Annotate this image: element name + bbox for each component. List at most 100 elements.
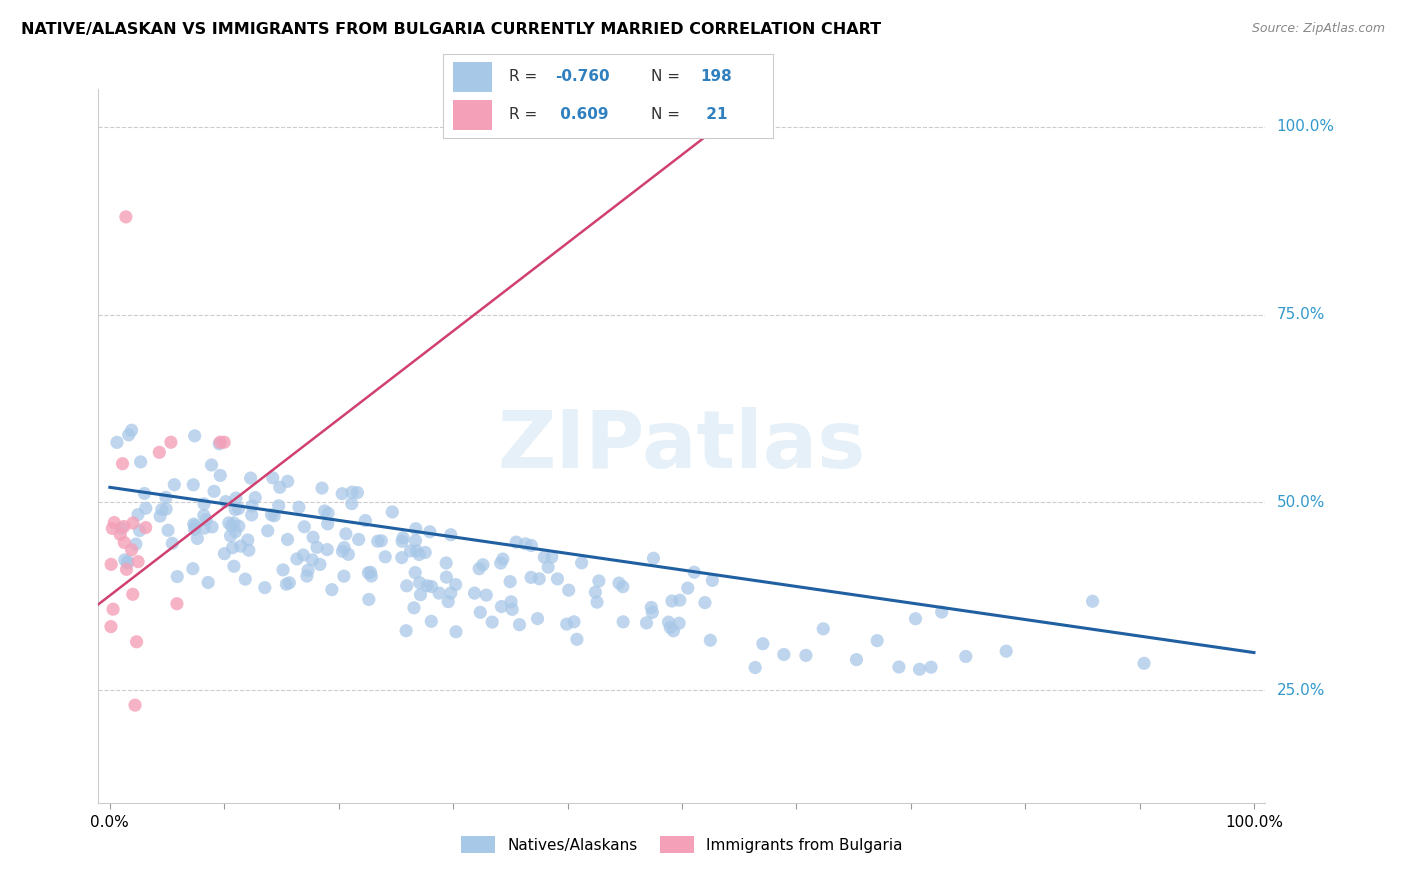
Point [292,548,315,562]
Point [166,597,188,611]
Point [526,612,548,626]
Point [420,615,443,629]
Point [332,544,354,558]
Point [337,547,360,561]
Text: -0.760: -0.760 [555,70,610,85]
Text: 75.0%: 75.0% [1277,307,1324,322]
Point [228,501,250,516]
Point [381,505,404,519]
Point [395,624,418,638]
Point [955,649,977,664]
Point [640,600,662,615]
Point [149,509,172,524]
Point [295,569,318,583]
FancyBboxPatch shape [453,62,492,92]
Point [127,508,149,522]
Point [236,533,259,547]
Point [276,577,298,591]
Point [752,637,775,651]
Point [434,556,457,570]
Point [105,435,128,450]
Point [360,569,382,583]
Point [278,575,301,590]
Point [240,508,263,522]
Point [316,542,339,557]
Point [212,435,235,450]
Point [121,587,143,601]
Point [405,543,427,558]
Point [744,660,766,674]
Point [586,595,609,609]
Point [357,592,380,607]
Point [468,562,491,576]
Point [508,617,530,632]
Point [193,508,215,523]
Point [118,428,141,442]
Point [214,547,236,561]
Point [931,605,953,619]
Point [240,499,263,513]
Point [225,491,247,505]
Point [222,516,245,530]
Point [413,545,436,559]
Text: 0.609: 0.609 [555,107,609,122]
Point [340,497,363,511]
Point [427,586,450,600]
Text: Source: ZipAtlas.com: Source: ZipAtlas.com [1251,22,1385,36]
Point [419,524,441,539]
Point [565,632,588,647]
Point [555,617,578,632]
Point [444,577,467,591]
Point [657,615,679,629]
Point [311,481,333,495]
Point [904,612,927,626]
Point [612,580,634,594]
Point [253,581,276,595]
Point [405,533,427,548]
Point [110,521,132,535]
Point [392,531,415,545]
Text: NATIVE/ALASKAN VS IMMIGRANTS FROM BULGARIA CURRENTLY MARRIED CORRELATION CHART: NATIVE/ALASKAN VS IMMIGRANTS FROM BULGAR… [21,22,882,37]
Point [114,553,136,567]
Point [219,529,242,543]
Point [269,480,291,494]
Point [148,445,170,459]
Point [404,566,426,580]
Point [794,648,817,663]
Point [659,620,682,634]
Point [238,543,260,558]
Point [128,524,150,538]
Point [612,615,634,629]
Point [661,594,683,608]
Point [117,556,139,570]
Point [546,572,568,586]
Point [676,581,699,595]
Point [557,583,579,598]
Point [537,560,560,574]
Point [395,579,418,593]
Point [200,458,222,472]
Text: 100.0%: 100.0% [1277,120,1334,135]
Point [209,468,232,483]
Point [267,499,290,513]
Point [155,491,177,505]
Point [416,579,439,593]
Point [693,596,716,610]
Point [505,535,527,549]
Point [440,527,463,541]
Point [115,562,138,576]
Point [297,563,319,577]
Text: N =: N = [651,107,685,122]
Text: 198: 198 [700,70,733,85]
Point [908,662,931,676]
Point [285,552,308,566]
Point [277,533,299,547]
Point [541,549,564,564]
Point [186,532,208,546]
Point [202,484,225,499]
Point [354,514,377,528]
Point [155,502,177,516]
Point [995,644,1018,658]
Point [122,516,145,530]
Point [499,574,522,589]
